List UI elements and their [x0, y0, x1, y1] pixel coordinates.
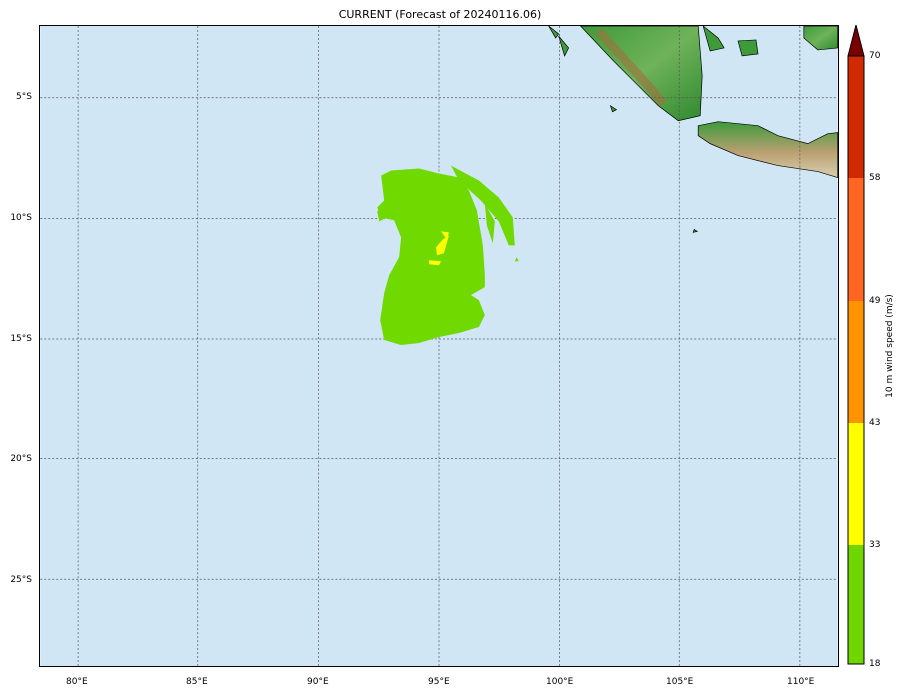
lon-label: 105°E — [666, 677, 694, 687]
lat-label: 20°S — [10, 454, 32, 464]
colorbar-segment — [848, 56, 864, 178]
colorbar-tick: 70 — [869, 51, 881, 61]
map-panel — [39, 25, 839, 667]
land-borneo — [803, 26, 838, 51]
colorbar-extend-arrow — [847, 24, 865, 57]
lon-label: 90°E — [307, 677, 329, 687]
colorbar-segment — [848, 423, 864, 545]
colorbar — [847, 24, 865, 665]
colorbar-label: 10 m wind speed (m/s) — [885, 294, 895, 398]
land-islands — [548, 26, 759, 233]
colorbar-segment — [848, 301, 864, 423]
lon-label: 85°E — [186, 677, 208, 687]
wind-field — [377, 165, 519, 346]
lat-label: 15°S — [10, 334, 32, 344]
land-java — [697, 121, 838, 178]
lon-label: 95°E — [428, 677, 450, 687]
colorbar-segment — [848, 545, 864, 664]
colorbar-tick: 43 — [869, 418, 881, 428]
colorbar-tick: 49 — [869, 296, 881, 306]
colorbar-tick: 58 — [869, 173, 881, 183]
lat-label: 5°S — [16, 92, 32, 102]
colorbar-tick: 33 — [869, 540, 881, 550]
lon-label: 110°E — [787, 677, 815, 687]
lon-label: 100°E — [546, 677, 574, 687]
lat-label: 25°S — [10, 575, 32, 585]
colorbar-segment — [848, 178, 864, 301]
lat-label: 10°S — [10, 213, 32, 223]
colorbar-tick: 18 — [869, 659, 881, 669]
colorbar-frame — [847, 55, 865, 665]
map-title: CURRENT (Forecast of 20240116.06) — [338, 8, 542, 21]
lon-label: 80°E — [66, 677, 88, 687]
